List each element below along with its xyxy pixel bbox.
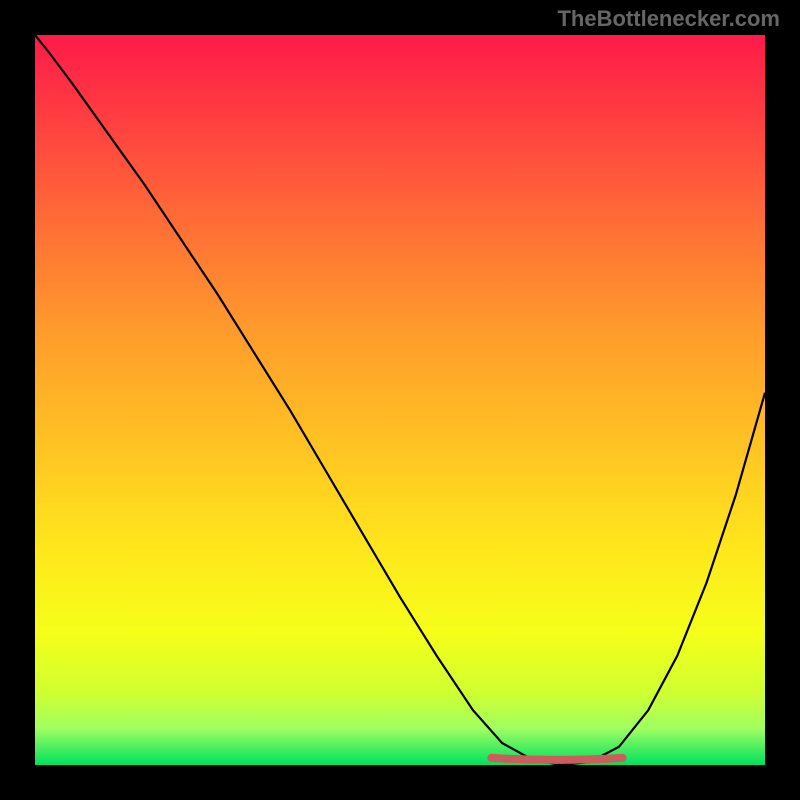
gradient-background: [35, 35, 765, 765]
watermark-label: TheBottlenecker.com: [557, 6, 780, 32]
plot-svg: [35, 35, 765, 765]
optimal-range-marker: [491, 758, 622, 760]
bottleneck-plot: [35, 35, 765, 765]
